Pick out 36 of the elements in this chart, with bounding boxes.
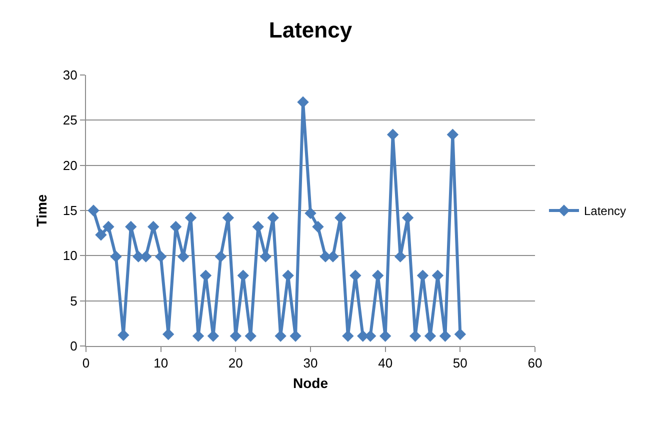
y-tick-label: 10 bbox=[62, 248, 78, 264]
x-tick-label: 40 bbox=[378, 356, 393, 371]
x-tick-label: 0 bbox=[82, 356, 90, 371]
point bbox=[304, 207, 316, 220]
point bbox=[454, 328, 466, 340]
point bbox=[110, 250, 122, 262]
legend-label: Latency bbox=[584, 204, 626, 218]
point bbox=[154, 250, 167, 262]
x-tick-label: 60 bbox=[528, 356, 542, 371]
point bbox=[342, 330, 354, 342]
y-tick-label: 20 bbox=[62, 158, 78, 173]
point bbox=[118, 329, 130, 342]
x-tick-label: 50 bbox=[452, 356, 468, 371]
point bbox=[297, 96, 309, 108]
point bbox=[244, 330, 256, 342]
point bbox=[446, 128, 459, 140]
y-tick-label: 15 bbox=[62, 203, 78, 218]
y-tick-label: 25 bbox=[62, 112, 78, 128]
point bbox=[439, 330, 452, 342]
x-tick-label: 10 bbox=[154, 356, 168, 371]
point bbox=[290, 330, 302, 342]
y-axis-title: Time bbox=[34, 194, 50, 227]
x-tick-label: 20 bbox=[228, 356, 243, 371]
point bbox=[386, 128, 399, 140]
chart-title: Latency bbox=[268, 17, 353, 42]
point bbox=[88, 204, 100, 216]
y-tick-label: 5 bbox=[70, 293, 78, 308]
point bbox=[95, 229, 107, 241]
point bbox=[214, 250, 227, 262]
point bbox=[102, 220, 114, 233]
point bbox=[274, 330, 286, 342]
point bbox=[312, 220, 324, 233]
y-tick-label: 0 bbox=[70, 338, 78, 354]
x-tick-label: 30 bbox=[303, 356, 318, 371]
x-axis-title: Node bbox=[293, 374, 328, 391]
y-tick-label: 30 bbox=[62, 68, 78, 83]
